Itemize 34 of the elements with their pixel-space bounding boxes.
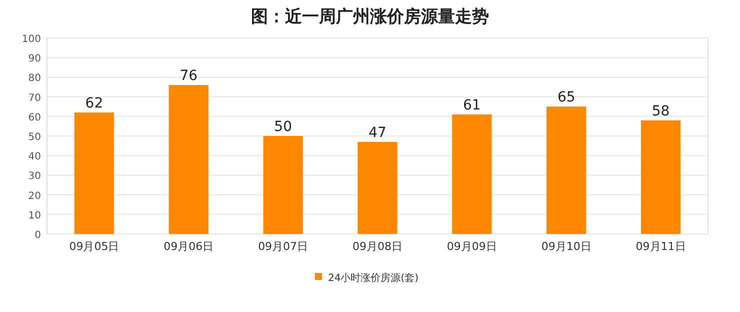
y-tick-label: 70	[28, 92, 41, 104]
x-tick-label: 09月05日	[69, 240, 120, 253]
y-tick-label: 100	[22, 34, 41, 45]
bar	[358, 142, 398, 234]
bar	[168, 85, 208, 234]
bar	[263, 136, 303, 234]
y-tick-label: 90	[28, 54, 41, 65]
data-label: 50	[274, 119, 292, 135]
x-tick-label: 09月11日	[636, 240, 686, 253]
y-tick-label: 10	[28, 210, 41, 222]
bar	[640, 120, 681, 234]
y-tick-label: 20	[28, 190, 41, 202]
bar	[546, 106, 586, 234]
x-tick-label: 09月10日	[541, 240, 592, 253]
y-tick-label: 60	[28, 112, 41, 124]
bar	[452, 114, 492, 234]
y-tick-label: 40	[28, 152, 41, 163]
y-tick-label: 80	[28, 73, 41, 84]
data-label: 65	[557, 90, 576, 106]
data-label: 58	[652, 103, 670, 120]
data-label: 62	[85, 95, 104, 112]
data-label: 47	[368, 124, 386, 141]
data-label: 76	[180, 68, 198, 84]
legend-label: 24小时涨价房源(套)	[328, 272, 419, 284]
x-tick-label: 09月06日	[164, 240, 214, 253]
y-tick-label: 50	[28, 132, 41, 143]
bar	[74, 112, 114, 234]
x-tick-label: 09月09日	[446, 240, 497, 253]
y-tick-label: 30	[28, 171, 41, 182]
chart-title: 图：近一周广州涨价房源量走势	[251, 7, 489, 27]
data-label: 61	[463, 97, 481, 114]
x-tick-label: 09月07日	[258, 240, 308, 253]
x-tick-label: 09月08日	[352, 240, 402, 253]
y-tick-label: 0	[34, 230, 41, 241]
